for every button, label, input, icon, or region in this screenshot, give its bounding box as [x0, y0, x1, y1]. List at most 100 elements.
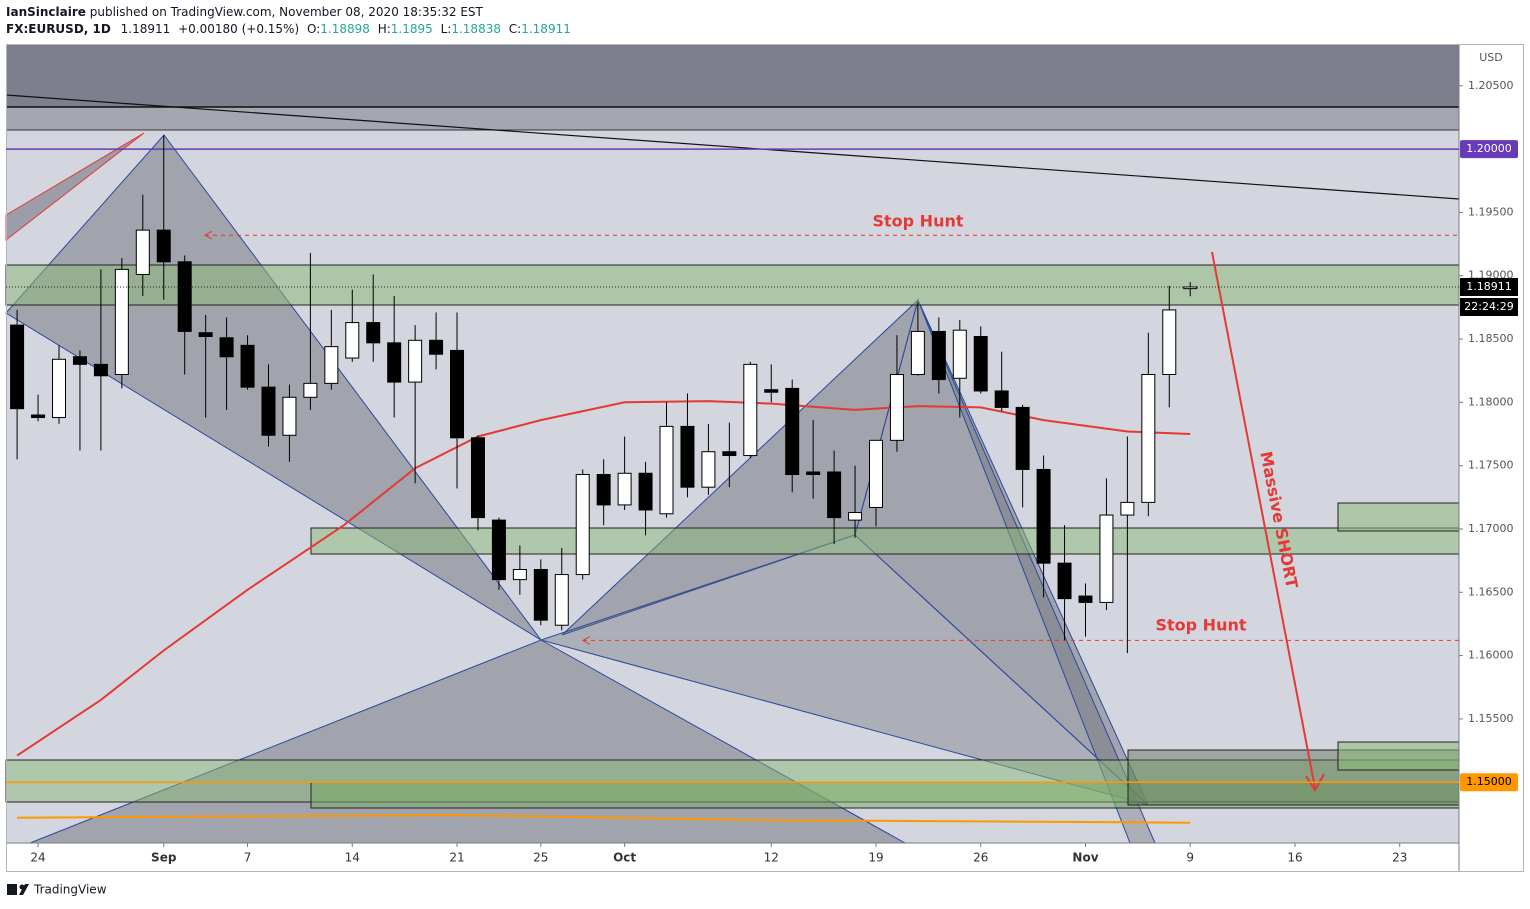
price-tag [1460, 140, 1518, 159]
author: IanSinclaire [6, 5, 86, 19]
candle-body [198, 332, 213, 338]
publish-info: published on TradingView.com, November 0… [90, 5, 484, 19]
x-tick-label: 19 [868, 851, 883, 865]
candle-body [261, 386, 276, 436]
candle-body [952, 329, 967, 379]
countdown-label: 22:24:29 [1464, 300, 1513, 313]
price-tag-label: 1.20000 [1466, 142, 1512, 155]
candle-body [1099, 514, 1114, 603]
last-price-tag-label: 1.18911 [1466, 280, 1512, 293]
ohlc-label: O: [307, 22, 320, 36]
x-tick-label: 9 [1186, 851, 1194, 865]
moving-average [17, 814, 1191, 824]
candle-body [52, 358, 66, 419]
annotation: Stop Hunt [1155, 616, 1246, 635]
ohlc-value: 1.1895 [391, 22, 433, 36]
x-tick-label: Nov [1072, 851, 1098, 865]
candle-body [324, 346, 339, 384]
y-tick-label: 1.18000 [1468, 395, 1514, 408]
candle-body [596, 474, 611, 506]
ohlc-value: 1.18911 [521, 22, 571, 36]
candle-body [72, 356, 87, 365]
candle-body [408, 339, 423, 383]
ohlc-value: 1.18898 [320, 22, 370, 36]
candle-body [1183, 286, 1198, 290]
y-tick-label: 1.20500 [1468, 79, 1514, 92]
candle-body [638, 472, 653, 511]
y-tick-label: 1.16000 [1468, 649, 1514, 662]
candle-body [282, 396, 297, 436]
ohlc-value: 1.18838 [451, 22, 501, 36]
candle-body [533, 568, 548, 621]
candle-body [1015, 406, 1030, 470]
trend-line [5, 94, 1460, 200]
frame [6, 44, 1524, 872]
ohlc-label: C: [509, 22, 521, 36]
x-tick-label: Sep [151, 851, 177, 865]
y-tick-label: 1.17500 [1468, 459, 1514, 472]
arrow-head [1305, 773, 1325, 792]
candle-body [1078, 595, 1093, 603]
x-tick-label: Oct [613, 851, 636, 865]
stop-hunt-arrow [203, 230, 213, 240]
zone [1337, 741, 1460, 771]
candle-body [10, 324, 25, 410]
x-tick-label: 26 [973, 851, 988, 865]
y-tick-label: 1.18500 [1468, 332, 1514, 345]
time-axis [6, 843, 1459, 872]
candle-body [1036, 468, 1051, 564]
candle-body [93, 363, 108, 377]
candle-body [366, 322, 381, 344]
pattern [539, 534, 1149, 806]
last-price: 1.18911 [121, 22, 171, 36]
brand-name: TradingView [33, 883, 107, 897]
ohlc-label: H: [378, 22, 391, 36]
candle-body [303, 382, 318, 398]
candle-body [114, 268, 129, 375]
candle-body [575, 474, 590, 576]
candle-body [240, 344, 255, 388]
candle-body [345, 322, 360, 359]
brand-logo [7, 884, 17, 895]
candle-body [1120, 501, 1135, 516]
candle-body [785, 387, 800, 476]
y-tick-label: 1.19500 [1468, 205, 1514, 218]
last-price-tag [1460, 277, 1518, 296]
x-tick-label: 24 [30, 851, 45, 865]
candle-body [869, 439, 883, 508]
candle-body [219, 337, 234, 358]
header-line: IanSinclaire published on TradingView.co… [6, 5, 484, 19]
candle-body [806, 471, 821, 476]
brand-logo [19, 884, 29, 895]
arrow [1211, 251, 1316, 789]
brand: TradingView [7, 883, 107, 897]
change: +0.00180 (+0.15%) [178, 22, 299, 36]
candle-body [701, 451, 716, 488]
candle-body [764, 389, 779, 393]
axis-unit: USD [1479, 51, 1503, 64]
candle-body [680, 425, 695, 488]
zone [1337, 502, 1460, 532]
y-tick-label: 1.16500 [1468, 585, 1514, 598]
x-tick-label: 7 [244, 851, 252, 865]
candle-body [848, 512, 863, 521]
candle-body [31, 414, 46, 419]
candle-body [617, 472, 632, 506]
candle-body [554, 574, 569, 626]
symbol-line: FX:EURUSD, 1D 1.18911 +0.00180 (+0.15%) … [6, 22, 571, 36]
candle-body [156, 229, 171, 263]
candle-body [1057, 562, 1072, 600]
candle-body [470, 437, 485, 519]
x-tick-label: 23 [1392, 851, 1407, 865]
pane-background [6, 44, 1459, 843]
candle-body [512, 568, 527, 581]
candle-body [910, 330, 925, 375]
candle-body [1162, 309, 1177, 375]
annotation: Stop Hunt [872, 212, 963, 231]
countdown-tag [1460, 297, 1518, 316]
candle-body [1141, 373, 1156, 503]
x-tick-label: 16 [1287, 851, 1302, 865]
